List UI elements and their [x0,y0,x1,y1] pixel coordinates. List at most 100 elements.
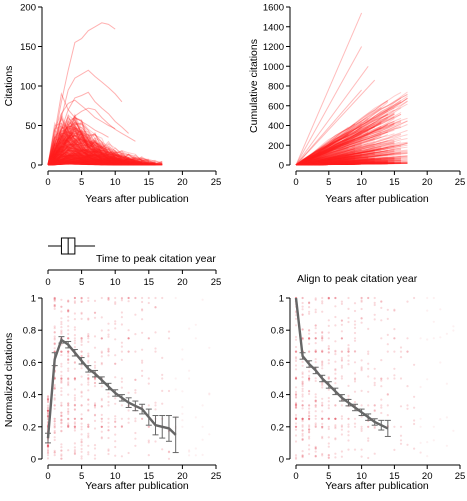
normalized-point [380,319,383,322]
normalized-point [327,296,330,300]
normalized-point [439,418,442,421]
cumulative-trajectory [295,121,402,166]
normalized-point [353,417,357,420]
normalized-point [314,404,317,407]
normalized-point [134,313,137,316]
normalized-point [367,390,370,393]
normalized-point [301,384,304,388]
cumulative-trajectory [295,148,349,166]
cumulative-trajectory [295,159,402,166]
cumulative-trajectory [295,156,349,166]
aligned-y-tick-label: 0.2 [271,422,284,433]
cumulative-trajectory [295,162,356,166]
normalized-point [127,296,130,300]
cumulative-trajectory [295,110,389,166]
normalized-point [100,337,103,340]
normalized-point [327,445,330,448]
normalized-point [321,397,324,400]
normalized-point [167,389,171,393]
cumulative-trajectory [295,151,402,166]
normalized-point [46,445,50,448]
normalized-point [73,403,76,406]
citation-trajectory [47,162,102,166]
cumulative-trajectory [295,140,375,166]
citation-trajectory [47,134,129,166]
cumulative-trajectory [295,144,402,166]
cumulative-trajectory [295,142,349,166]
normalized-point [321,437,324,440]
citation-trajectory [47,133,163,166]
citation-trajectory [47,130,129,166]
normalized-point [321,422,324,425]
cumulative-trajectory [295,135,382,166]
normalized-point [114,415,117,418]
cumulative-trajectory [295,157,408,166]
citation-trajectory [47,161,102,166]
cumulative-trajectory [295,123,356,166]
citation-trajectory [47,162,109,166]
normalized-point [334,417,337,420]
citation-trajectory [47,162,122,166]
citation-trajectory [47,157,122,166]
normalized-point [321,330,324,334]
cumulative-x-tick-label: 5 [326,177,331,188]
cumulative-trajectory [295,121,395,166]
normalized-point [67,350,70,353]
normalized-point [301,387,304,390]
citation-trajectory [47,159,149,166]
normalized-point [314,377,317,380]
normalized-point [393,328,396,331]
normalized-point [393,308,396,311]
normalized-point [53,347,56,350]
normalized-point [373,404,376,407]
citation-trajectory [47,158,109,166]
normalized-point [107,449,110,452]
citations-x-tick-label: 0 [45,177,50,188]
citation-trajectory [47,157,136,166]
normalized-point [107,429,110,432]
cumulative-trajectory [295,159,388,166]
normalized-point [327,417,330,420]
normalized-point [334,350,337,353]
citation-trajectory [47,143,163,166]
normalized-point [308,448,311,451]
normalized-point [93,406,97,409]
normalized-point [327,376,330,379]
normalized-point [53,331,56,334]
normalized-point [60,443,63,446]
normalized-point [174,296,177,300]
cumulative-trajectory [295,159,369,166]
cumulative-trajectory [295,159,362,166]
normalized-point [373,303,376,307]
normalized-point [334,340,337,343]
citation-trajectory [47,161,116,166]
cumulative-trajectory [295,146,356,166]
normalized-x-tick-label: 15 [144,471,155,482]
cumulative-trajectory [295,145,382,166]
normalized-point [367,350,370,353]
cumulative-trajectory [295,160,388,166]
citation-trajectory [47,153,122,166]
normalized-point [327,362,330,365]
normalized-point [321,435,324,438]
normalized-point [120,424,123,428]
cumulative-trajectory [295,116,395,166]
normalized-point [46,411,50,414]
cumulative-trajectory [295,161,388,166]
citation-trajectory [47,160,102,166]
normalized-point [334,424,337,427]
normalized-point [432,296,435,300]
cumulative-trajectory [295,163,369,166]
normalized-point [53,404,56,407]
normalized-point [53,342,56,345]
citation-trajectory [47,161,149,166]
normalized-point [181,348,184,351]
citation-trajectory [47,163,143,166]
normalized-point [53,394,56,397]
normalized-point [340,330,343,333]
normalized-point [67,309,70,312]
normalized-point [334,425,337,428]
cumulative-trajectory [295,158,349,166]
citation-trajectory [47,128,116,166]
normalized-point [393,425,396,428]
